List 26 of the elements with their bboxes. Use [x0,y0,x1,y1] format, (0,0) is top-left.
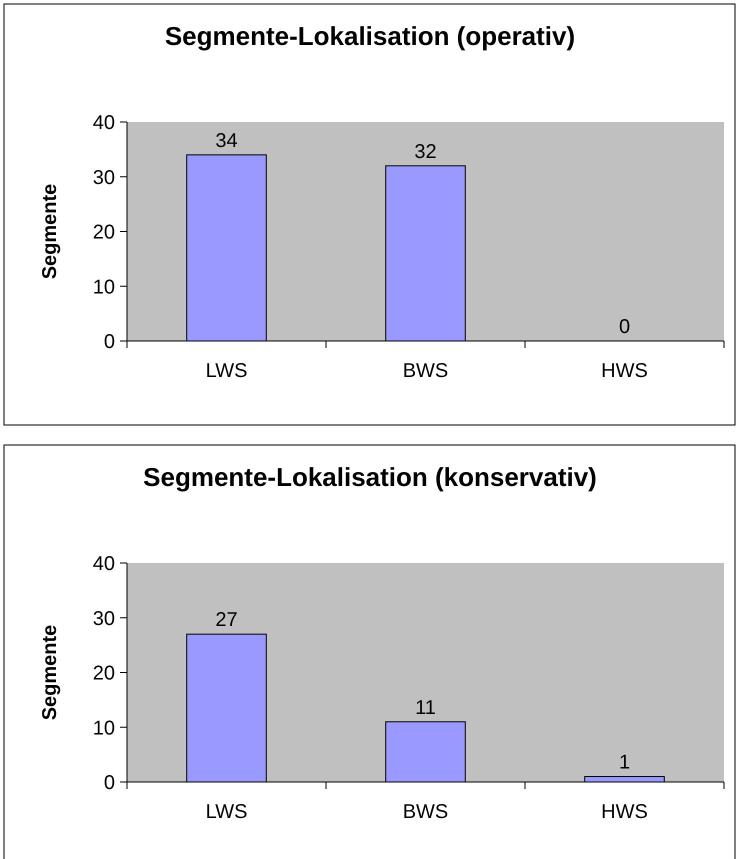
chart-title: Segmente-Lokalisation (operativ) [164,21,576,51]
data-label: 34 [215,130,238,152]
y-axis-title: Segmente [39,624,61,720]
x-tick-label: LWS [206,360,248,382]
y-tick-label: 30 [92,608,115,630]
y-tick-label: 20 [92,222,115,244]
data-label: 1 [618,752,630,774]
y-tick-label: 30 [92,166,115,189]
x-tick-label: HWS [601,360,648,382]
y-tick-label: 10 [92,276,115,298]
y-tick-label: 10 [92,717,115,740]
y-axis-title: Segmente [39,184,61,280]
x-tick-label: BWS [402,360,448,382]
chart-title: Segmente-Lokalisation (konservativ) [143,462,597,492]
data-label: 0 [618,316,630,338]
y-tick-label: 0 [104,331,115,353]
y-tick-label: 40 [92,112,115,134]
data-label: 11 [415,696,436,719]
x-tick-label: BWS [402,801,448,823]
data-label: 27 [215,609,238,632]
x-tick-label: LWS [206,801,248,823]
data-label: 32 [414,140,437,163]
y-tick-label: 40 [92,553,115,575]
x-tick-label: HWS [601,801,648,823]
y-tick-label: 20 [92,662,115,684]
y-tick-label: 0 [104,772,115,794]
